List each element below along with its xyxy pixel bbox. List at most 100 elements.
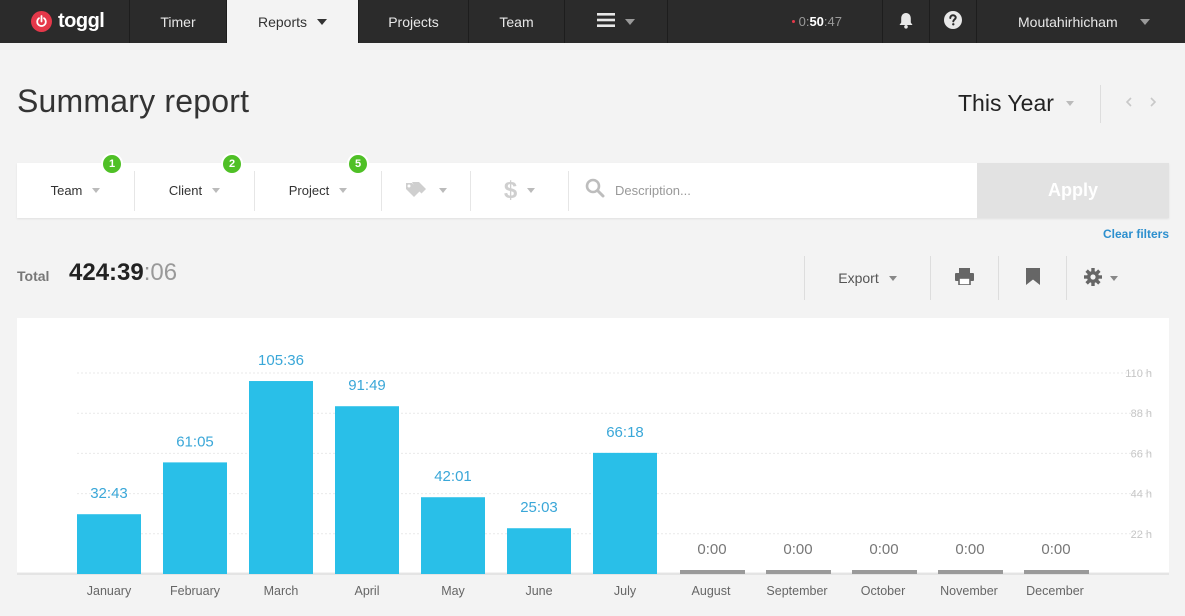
x-tick-label: April: [354, 584, 379, 598]
bar-value-label: 105:36: [258, 352, 304, 369]
bar: [335, 406, 399, 574]
top-navigation: toggl Timer Reports Projects Team 0:50:4…: [0, 0, 1185, 43]
nav-projects[interactable]: Projects: [359, 0, 469, 43]
y-tick-label: 22 h: [1131, 529, 1152, 541]
bar: [163, 462, 227, 574]
bar-value-label: 0:00: [783, 541, 812, 558]
bar: [249, 381, 313, 574]
bar: [77, 514, 141, 574]
username: Moutahirhicham: [1018, 13, 1118, 30]
project-filter[interactable]: 5 Project: [255, 152, 382, 211]
chevron-down-icon: [1065, 101, 1074, 106]
project-filter-label: Project: [288, 183, 330, 198]
total-duration-seconds: :06: [143, 259, 178, 286]
chevron-down-icon: [212, 188, 221, 193]
chevron-down-icon: [888, 275, 897, 281]
power-icon: [31, 11, 52, 32]
summary-bar-chart: 22 h 44 h 66 h 88 h 110 h 32:43 January 61:05 Fe…: [17, 352, 1169, 598]
nav-timer[interactable]: Timer: [130, 0, 227, 43]
printer-icon: [955, 268, 974, 288]
clear-filters-link[interactable]: Clear filters: [1102, 227, 1169, 241]
x-tick-label: July: [614, 584, 637, 598]
bar: [766, 570, 831, 574]
team-filter-label: Team: [50, 183, 83, 198]
x-tick-label: May: [441, 584, 465, 598]
recording-dot-icon: [791, 20, 795, 23]
chevron-down-icon: [339, 188, 348, 193]
y-tick-label: 44 h: [1131, 489, 1152, 501]
chevron-down-icon: [1139, 18, 1150, 25]
client-filter-label: Client: [168, 183, 203, 198]
help-button[interactable]: [930, 0, 977, 43]
nav-reports-label: Reports: [257, 13, 308, 30]
x-tick-label: December: [1026, 584, 1084, 598]
bar-value-label: 25:03: [520, 499, 558, 516]
bar-value-label: 0:00: [869, 541, 898, 558]
total-duration: 424:39:06: [69, 259, 177, 287]
client-filter-count-badge: 2: [221, 152, 243, 175]
logo-text: toggl: [58, 10, 105, 32]
x-tick-label: February: [170, 584, 221, 598]
help-icon: [944, 11, 962, 32]
user-menu[interactable]: Moutahirhicham: [977, 0, 1185, 43]
team-filter[interactable]: 1 Team: [17, 152, 135, 211]
x-tick-label: August: [692, 584, 731, 598]
bar-value-label: 91:49: [348, 377, 386, 394]
bookmark-button[interactable]: [998, 256, 1066, 300]
export-label: Export: [838, 270, 879, 286]
nav-team[interactable]: Team: [469, 0, 565, 43]
period-selector[interactable]: This Year: [958, 90, 1074, 117]
filter-bar: 1 Team 2 Client 5 Project $ Apply: [17, 152, 1169, 218]
notifications-button[interactable]: [883, 0, 930, 43]
total-label: Total: [17, 268, 50, 284]
gear-icon: [1083, 267, 1102, 289]
description-filter: [569, 163, 977, 218]
client-filter[interactable]: 2 Client: [135, 152, 255, 211]
running-time-seconds: :47: [823, 14, 842, 29]
apply-button[interactable]: Apply: [977, 163, 1169, 218]
page-title: Summary report: [17, 83, 250, 119]
tag-filter[interactable]: [382, 170, 471, 211]
chevron-down-icon: [1109, 275, 1118, 281]
billable-filter[interactable]: $: [471, 170, 569, 211]
toggl-logo[interactable]: toggl: [0, 0, 130, 43]
team-filter-count-badge: 1: [101, 152, 123, 175]
print-button[interactable]: [930, 256, 998, 300]
bar-value-label: 66:18: [606, 424, 644, 441]
running-time-minutes: 50: [809, 14, 824, 29]
settings-button[interactable]: [1066, 256, 1134, 300]
period-label: This Year: [958, 90, 1054, 116]
bar: [593, 452, 657, 574]
bar-value-label: 32:43: [90, 485, 128, 502]
running-timer[interactable]: 0:50:47: [668, 0, 883, 43]
search-icon: [585, 178, 605, 203]
chevron-down-icon: [439, 188, 447, 193]
bar: [852, 570, 917, 574]
nav-timer-label: Timer: [160, 13, 196, 30]
nav-more-menu[interactable]: [565, 0, 668, 43]
x-tick-label: January: [87, 584, 132, 598]
period-navigation: [1125, 95, 1157, 110]
export-button[interactable]: Export: [804, 256, 930, 300]
running-time-prefix: 0:: [798, 14, 810, 29]
y-tick-label: 88 h: [1131, 408, 1152, 420]
chevron-down-icon: [527, 188, 536, 193]
chevron-down-icon: [317, 18, 328, 25]
nav-team-label: Team: [499, 13, 534, 30]
y-tick-label: 66 h: [1131, 448, 1152, 460]
bar: [1024, 570, 1089, 574]
bar-value-label: 0:00: [1041, 541, 1070, 558]
bar-value-label: 61:05: [176, 433, 214, 450]
description-search-input[interactable]: [615, 183, 915, 198]
bar: [680, 570, 745, 574]
hamburger-icon: [597, 13, 615, 30]
x-tick-label: November: [940, 584, 998, 598]
nav-reports[interactable]: Reports: [227, 0, 359, 43]
chevron-right-icon[interactable]: [1150, 95, 1157, 110]
x-tick-label: March: [264, 584, 299, 598]
bookmark-icon: [1025, 268, 1040, 288]
divider: [1100, 85, 1101, 123]
bar-value-label: 42:01: [434, 468, 472, 485]
project-filter-count-badge: 5: [347, 152, 369, 175]
chevron-left-icon[interactable]: [1125, 95, 1132, 110]
